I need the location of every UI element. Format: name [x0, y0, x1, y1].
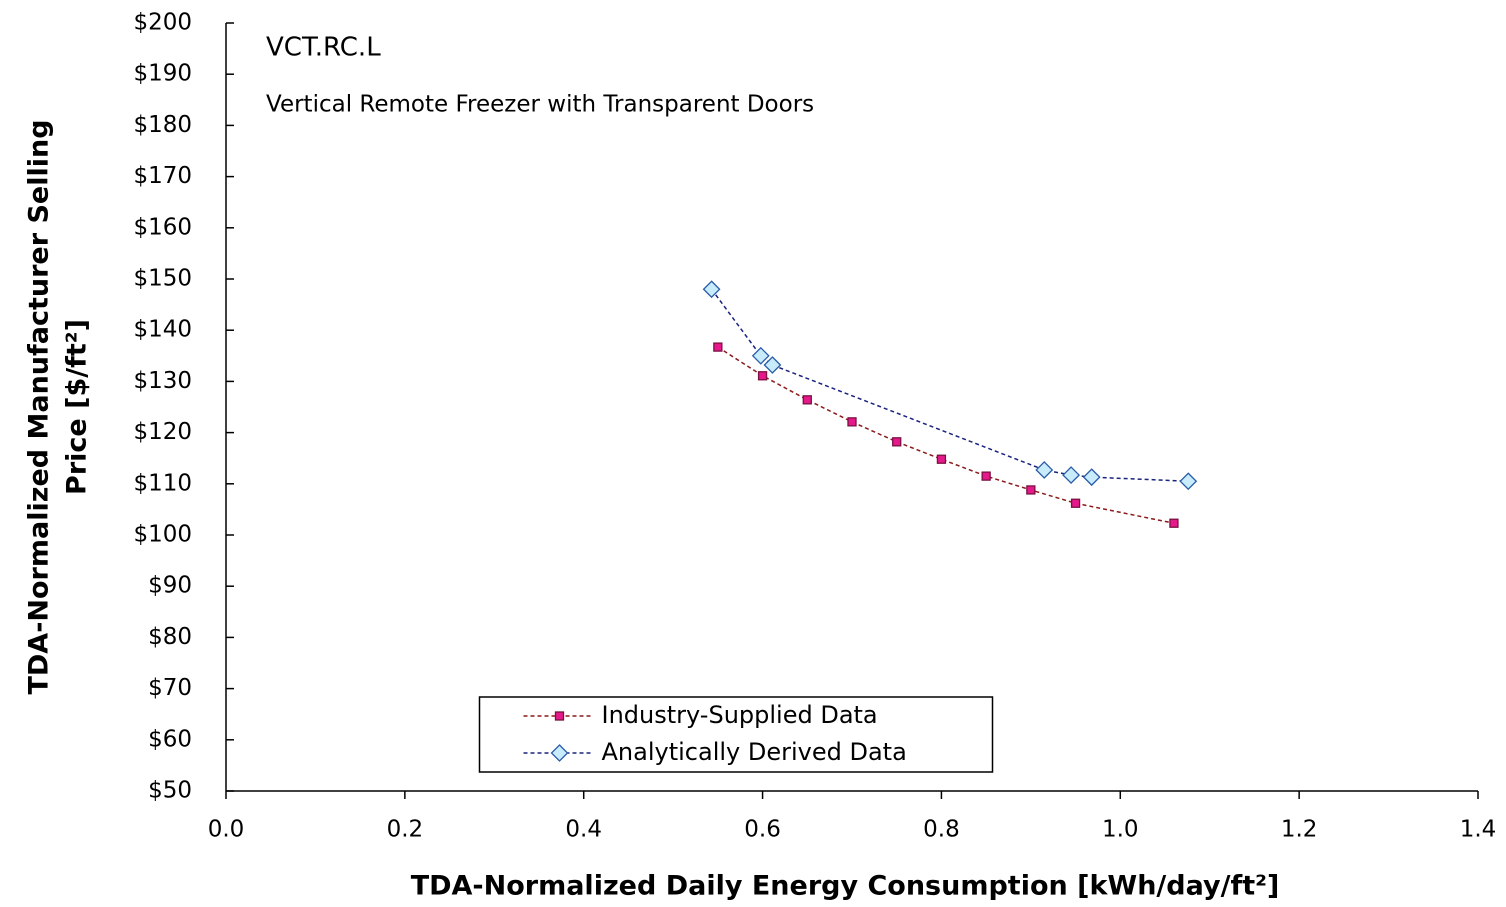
y-tick-label: $180 [133, 112, 192, 138]
legend-box [478, 696, 994, 773]
chart-annotation: Vertical Remote Freezer with Transparent… [266, 92, 814, 118]
chart-annotation: VCT.RC.L [266, 33, 381, 63]
x-tick-label: 0.4 [565, 817, 602, 843]
point [1082, 468, 1101, 487]
y-tick-label: $110 [133, 470, 192, 496]
point [1179, 472, 1198, 491]
y-tick-label: $170 [133, 163, 192, 189]
y-axis-label-line: TDA-Normalized Manufacturer Selling [24, 119, 55, 694]
x-tick-label: 1.4 [1460, 817, 1497, 843]
point [713, 342, 723, 352]
point [751, 346, 770, 365]
point [892, 437, 902, 447]
y-tick-label: $100 [133, 522, 192, 548]
point [1026, 485, 1036, 495]
legend-label: Industry-Supplied Data [602, 701, 878, 729]
point [981, 471, 991, 481]
point [847, 417, 857, 427]
series-line [710, 288, 1189, 482]
y-tick-label: $60 [148, 726, 192, 752]
x-tick-label: 1.0 [1102, 817, 1139, 843]
y-tick-label: $190 [133, 61, 192, 87]
legend-marker [554, 711, 565, 721]
point [802, 395, 812, 405]
y-tick-label: $140 [133, 317, 192, 343]
x-tick-label: 0.8 [923, 817, 960, 843]
x-axis-label: TDA-Normalized Daily Energy Consumption … [411, 871, 1280, 902]
legend: Industry-Supplied Data Analytically Deriv… [478, 696, 994, 773]
x-tick-label: 1.2 [1281, 817, 1318, 843]
y-tick-label: $120 [133, 419, 192, 445]
legend-label: Analytically Derived Data [602, 738, 907, 766]
point [757, 371, 768, 381]
series-line [717, 346, 1175, 524]
y-tick-label: $160 [133, 214, 192, 240]
y-tick-label: $90 [148, 573, 192, 599]
point [702, 280, 721, 299]
x-tick-label: 0.0 [208, 817, 245, 843]
y-tick-label: $150 [133, 266, 192, 292]
y-tick-label: $50 [148, 778, 192, 804]
x-tick-label: 0.2 [387, 817, 424, 843]
y-tick-label: $200 [133, 10, 192, 36]
legend-marker [550, 744, 569, 762]
y-tick-label: $80 [148, 624, 192, 650]
y-tick-label: $70 [148, 675, 192, 701]
y-axis-label: TDA-Normalized Manufacturer Selling Pric… [24, 119, 93, 694]
y-axis-label-line: Price [$/ft²] [62, 319, 93, 495]
point [1169, 518, 1179, 528]
point [936, 454, 947, 464]
point [1062, 466, 1081, 485]
x-tick-label: 0.6 [744, 817, 781, 843]
point [1035, 461, 1054, 479]
y-tick-label: $130 [133, 368, 192, 394]
point [763, 356, 782, 374]
point [1070, 498, 1081, 508]
